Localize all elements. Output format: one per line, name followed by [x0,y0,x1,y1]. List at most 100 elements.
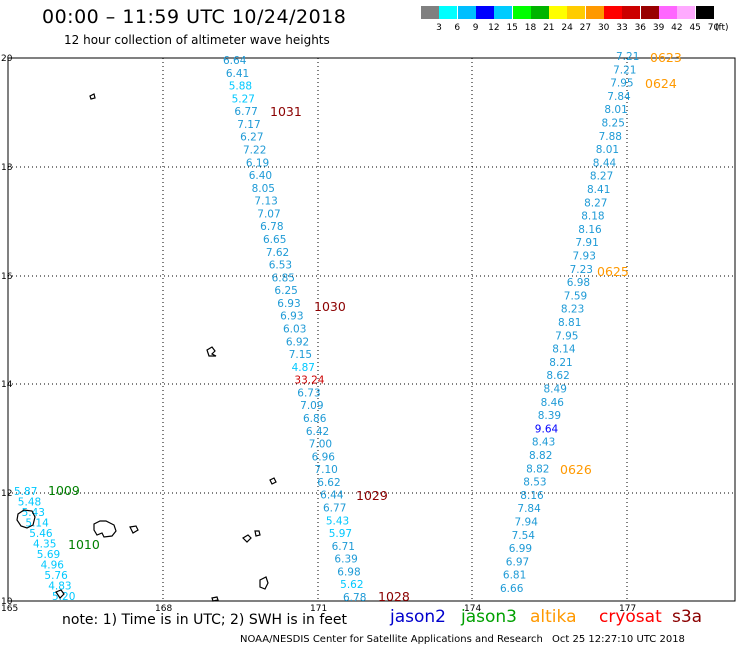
legend-swatch [585,6,604,19]
satellite-label-jason3: jason3 [461,607,517,627]
swh-value-track-b: 8.14 [552,344,576,356]
pass-label: 1028 [378,589,410,604]
legend-swatch [604,6,622,19]
swh-value-track-a: 6.77 [323,503,346,515]
swh-value-track-a: 7.00 [309,439,332,451]
swh-value-track-b: 8.41 [587,184,610,196]
pass-label: 0624 [645,76,677,91]
pass-label: 1030 [314,299,346,314]
swh-value-track-a: 5.43 [326,515,349,527]
legend-label: 70 [707,23,720,33]
satellite-label-altika: altika [530,607,577,627]
legend-label: 30 [597,23,610,33]
island-outline [16,509,36,529]
credit-line: NOAA/NESDIS Center for Satellite Applica… [240,634,543,645]
pass-label: 1029 [356,488,388,503]
swh-value-track-b: 7.93 [573,251,596,263]
swh-value-track-a: 6.40 [249,170,272,182]
swh-value-track-b: 8.81 [558,317,581,329]
pass-label: 0626 [560,462,592,477]
swh-value-track-b: 8.43 [532,437,555,449]
legend-swatch [549,6,568,19]
swh-value-track-c: 5.76 [44,570,68,582]
swh-value-track-a: 6.71 [332,541,355,553]
swh-value-track-a: 6.86 [303,413,327,425]
swh-value-track-a: 6.42 [306,426,329,438]
legend-label: 27 [579,23,592,33]
legend-label: 24 [561,23,573,33]
swh-value-track-a: 6.98 [337,566,360,578]
swh-value-track-b: 8.46 [541,397,565,409]
legend-label: 12 [488,23,500,33]
swh-value-track-b: 8.16 [520,490,544,502]
swh-value-track-c: 4.35 [33,539,56,551]
swh-value-track-a: 7.15 [289,349,312,361]
swh-value-track-a: 6.27 [240,132,263,144]
island-outline [211,596,219,602]
swh-value-track-a: 33.24 [294,375,324,387]
legend-swatch [530,6,549,19]
swh-value-track-b: 7.84 [607,91,631,103]
island-outline [93,520,117,538]
swh-value-track-a: 6.53 [269,260,292,272]
swh-value-track-b: 8.82 [526,463,549,475]
swh-value-track-a: 6.73 [297,387,320,399]
swh-value-track-b: 8.23 [561,304,584,316]
swh-value-track-b: 6.66 [500,583,524,595]
swh-value-track-a: 6.93 [280,311,303,323]
lon-tick-label: 165 [1,604,18,614]
legend-swatch [640,6,659,19]
page-title: 00:00 – 11:59 UTC 10/24/2018 [42,6,347,28]
lat-tick-label: 12 [1,489,12,499]
swh-value-track-b: 6.97 [506,556,529,568]
lat-tick-label: 18 [1,163,13,173]
swh-value-track-a: 6.64 [223,55,247,67]
swh-value-track-b: 9.64 [535,423,559,435]
pass-label: 1009 [48,483,80,498]
swh-value-track-a: 6.65 [263,234,286,246]
swh-value-track-a: 6.25 [274,285,297,297]
swh-value-track-a: 6.41 [226,68,249,80]
swh-value-track-c: 5.87 [14,486,37,498]
swh-value-track-a: 7.07 [257,208,280,220]
swh-value-track-c: 5.48 [18,497,41,509]
map-frame [7,57,736,602]
lon-tick-label: 168 [155,604,172,614]
island-outline [129,525,139,534]
legend-swatch [494,6,513,19]
swh-value-track-a: 7.62 [266,247,289,259]
swh-value-track-a: 5.97 [329,528,352,540]
swh-value-track-a: 6.62 [317,477,340,489]
swh-value-track-b: 7.59 [564,290,587,302]
island-outline [242,534,252,543]
swh-value-track-a: 7.10 [314,464,337,476]
swh-value-track-b: 6.98 [567,277,590,289]
legend-label: 18 [524,23,537,33]
pass-label: 1031 [270,104,302,119]
swh-value-track-a: 8.05 [252,183,275,195]
legend-label: 33 [616,23,628,33]
swh-value-track-a: 6.19 [246,157,269,169]
swh-value-track-a: 6.93 [277,298,300,310]
swh-value-track-b: 7.91 [575,237,598,249]
legend-label: 36 [634,23,647,33]
legend-label: 42 [671,23,683,33]
swh-value-track-a: 7.09 [300,400,323,412]
swh-value-track-b: 8.49 [544,384,567,396]
satellite-label-s3a: s3a [672,607,703,627]
legend-swatch [658,6,677,19]
swh-value-track-a: 6.78 [260,221,283,233]
swh-value-track-a: 6.39 [334,554,357,566]
swh-value-track-a: 5.62 [340,579,363,591]
swh-value-track-b: 7.23 [570,264,593,276]
swh-value-track-b: 8.01 [596,144,619,156]
legend-swatch [475,6,494,19]
swh-value-track-c: 4.96 [41,560,65,572]
island-outline [89,93,96,100]
swh-value-track-a: 7.13 [254,196,277,208]
swh-value-track-a: 6.77 [234,106,257,118]
swh-value-track-c: 5.69 [37,549,60,561]
generated-timestamp: Oct 25 12:27:10 UTC 2018 [552,634,685,645]
swh-value-track-b: 7.21 [613,64,636,76]
